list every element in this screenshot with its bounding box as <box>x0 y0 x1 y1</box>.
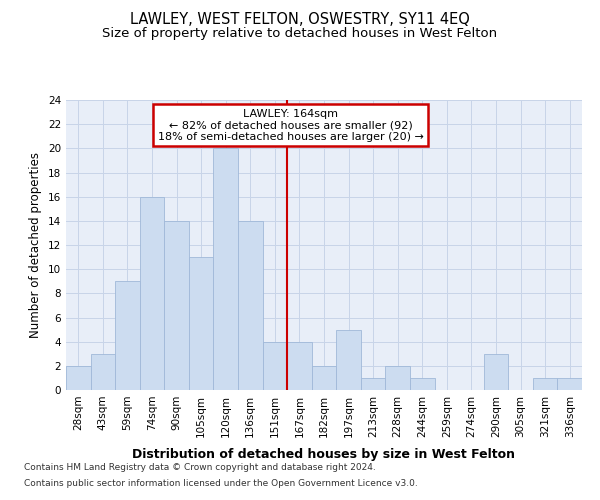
Bar <box>484 354 508 390</box>
Bar <box>140 196 164 390</box>
Bar <box>238 221 263 390</box>
X-axis label: Distribution of detached houses by size in West Felton: Distribution of detached houses by size … <box>133 448 515 461</box>
Bar <box>533 378 557 390</box>
Bar <box>385 366 410 390</box>
Bar <box>287 342 312 390</box>
Bar <box>189 257 214 390</box>
Bar <box>164 221 189 390</box>
Bar <box>336 330 361 390</box>
Bar <box>312 366 336 390</box>
Text: Contains HM Land Registry data © Crown copyright and database right 2024.: Contains HM Land Registry data © Crown c… <box>24 464 376 472</box>
Text: LAWLEY, WEST FELTON, OSWESTRY, SY11 4EQ: LAWLEY, WEST FELTON, OSWESTRY, SY11 4EQ <box>130 12 470 28</box>
Bar <box>361 378 385 390</box>
Bar <box>91 354 115 390</box>
Bar <box>263 342 287 390</box>
Bar <box>66 366 91 390</box>
Bar <box>115 281 140 390</box>
Y-axis label: Number of detached properties: Number of detached properties <box>29 152 43 338</box>
Bar <box>557 378 582 390</box>
Bar <box>214 148 238 390</box>
Text: Size of property relative to detached houses in West Felton: Size of property relative to detached ho… <box>103 28 497 40</box>
Text: Contains public sector information licensed under the Open Government Licence v3: Contains public sector information licen… <box>24 478 418 488</box>
Bar <box>410 378 434 390</box>
Text: LAWLEY: 164sqm
← 82% of detached houses are smaller (92)
18% of semi-detached ho: LAWLEY: 164sqm ← 82% of detached houses … <box>158 108 424 142</box>
